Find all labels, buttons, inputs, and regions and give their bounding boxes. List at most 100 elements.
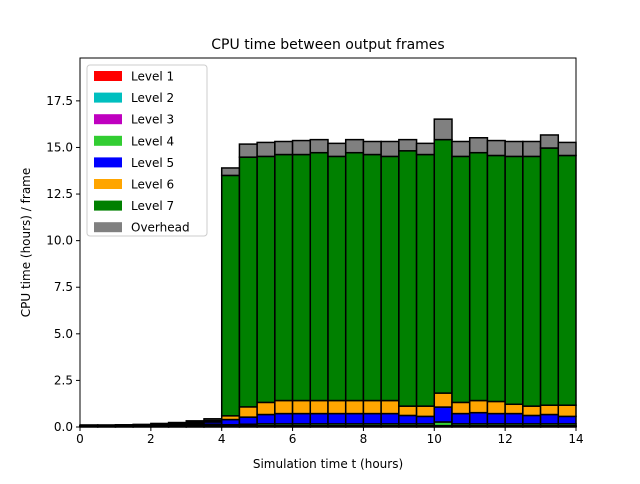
legend-label-level-3: Level 3 [131, 113, 174, 127]
y-tick-label: 2.5 [54, 373, 73, 387]
y-tick-label: 5.0 [54, 327, 73, 341]
x-tick-label: 2 [147, 432, 155, 446]
bar-segment-overhead [363, 141, 381, 154]
bar-segment-level-5 [399, 415, 417, 423]
bar-segment-level-7 [487, 155, 505, 401]
bar-segment-level-7 [523, 156, 541, 406]
bar-segment-level-5 [275, 414, 293, 424]
bar-segment-level-6 [399, 406, 417, 415]
x-tick-label: 14 [568, 432, 583, 446]
legend-swatch-level-1 [94, 71, 122, 81]
bar-segment-level-6 [293, 401, 311, 414]
chart-title: CPU time between output frames [211, 37, 444, 53]
bar-segment-level-6 [541, 405, 559, 414]
bar-segment-level-6 [558, 405, 576, 416]
x-tick-label: 4 [218, 432, 226, 446]
bar-segment-overhead [381, 141, 399, 156]
y-axis: 0.0 2.5 5.0 7.5 10.0 12.5 15.0 17.5 [46, 94, 80, 434]
x-tick-label: 6 [289, 432, 297, 446]
bar-segment-overhead [293, 141, 311, 155]
bar-segment-level-6 [346, 401, 364, 414]
y-tick-label: 7.5 [54, 280, 73, 294]
bar-segment-level-6 [381, 401, 399, 414]
bar-segment-overhead [186, 421, 204, 422]
bar-segment-overhead [346, 140, 364, 153]
bar-segment-level-6 [363, 401, 381, 414]
bar-segment-level-6 [257, 402, 275, 414]
bar-segment-overhead [558, 142, 576, 155]
legend-label-level-4: Level 4 [131, 134, 174, 148]
y-tick-label: 15.0 [46, 140, 73, 154]
bar-segment-overhead [151, 423, 169, 424]
bar-segment-level-5 [505, 414, 523, 424]
bar-segment-overhead [523, 141, 541, 156]
bar-segment-level-5 [487, 414, 505, 424]
legend-swatch-level-2 [94, 93, 122, 103]
legend-label-overhead: Overhead [131, 221, 190, 235]
x-tick-label: 0 [76, 432, 84, 446]
bar-segment-level-7 [417, 155, 435, 407]
bar-segment-overhead [470, 138, 488, 153]
y-tick-label: 17.5 [46, 94, 73, 108]
bar-segment-level-6 [470, 401, 488, 413]
legend-swatch-level-4 [94, 136, 122, 146]
bar-segment-overhead [487, 141, 505, 156]
bar-segment-level-7 [452, 156, 470, 402]
bar-segment-overhead [222, 168, 240, 175]
bar-segment-level-5 [293, 414, 311, 424]
y-tick-label: 12.5 [46, 187, 73, 201]
bar-segment-overhead [328, 143, 346, 156]
bar-segment-level-5 [452, 414, 470, 424]
legend-label-level-7: Level 7 [131, 199, 174, 213]
bar-segment-overhead [98, 425, 116, 426]
bar-segment-overhead [204, 419, 222, 421]
bar-segment-level-7 [381, 156, 399, 400]
x-axis-label: Simulation time t (hours) [253, 457, 403, 471]
bar-segment-level-7 [222, 175, 240, 415]
bar-segment-level-5 [541, 415, 559, 424]
bar-segment-overhead [133, 424, 151, 425]
legend-swatch-level-5 [94, 157, 122, 167]
legend-label-level-5: Level 5 [131, 156, 174, 170]
legend-swatch-overhead [94, 222, 122, 232]
bar-segment-level-7 [505, 156, 523, 404]
bar-segment-level-6 [452, 402, 470, 413]
bar-segment-level-7 [399, 151, 417, 406]
legend-label-level-2: Level 2 [131, 91, 174, 105]
x-tick-label: 8 [360, 432, 368, 446]
bar-segment-overhead [275, 141, 293, 154]
bar-segment-level-5 [434, 407, 452, 422]
bar-segment-level-6 [239, 407, 257, 417]
x-tick-label: 12 [498, 432, 513, 446]
y-tick-label: 10.0 [46, 234, 73, 248]
bar-segment-level-7 [363, 155, 381, 401]
bar-segment-overhead [452, 141, 470, 156]
bar-segment-level-6 [505, 404, 523, 413]
legend-swatch-level-6 [94, 179, 122, 189]
y-tick-label: 0.0 [54, 420, 73, 434]
bar-segment-level-5 [222, 420, 240, 425]
bar-segment-overhead [505, 141, 523, 156]
bar-segment-level-5 [310, 414, 328, 424]
bar-segment-level-6 [328, 401, 346, 414]
bar-segment-level-6 [275, 401, 293, 414]
bar-segment-level-5 [417, 416, 435, 423]
bar-segment-overhead [257, 142, 275, 156]
legend-swatch-level-7 [94, 201, 122, 211]
bar-segment-level-5 [523, 415, 541, 423]
bar-segment-level-7 [541, 148, 559, 405]
bar-segment-level-5 [470, 413, 488, 424]
bar-segment-level-7 [275, 155, 293, 401]
bar-segment-level-5 [346, 414, 364, 424]
bar-segment-level-6 [487, 401, 505, 413]
bar-segment-level-7 [328, 156, 346, 400]
bar-segment-overhead [239, 144, 257, 157]
bar-segment-level-5 [363, 414, 381, 424]
bar-segment-overhead [541, 135, 559, 148]
bar-segment-overhead [399, 140, 417, 151]
bar-segment-level-5 [257, 415, 275, 424]
bar-segment-level-5 [239, 417, 257, 424]
